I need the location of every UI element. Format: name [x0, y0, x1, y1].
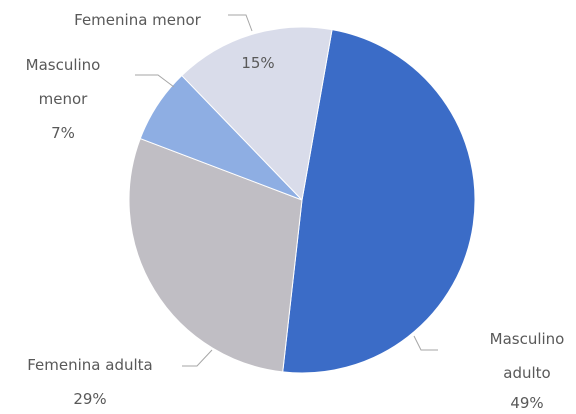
percent-label: 49%: [510, 394, 544, 412]
percent-label: 7%: [51, 124, 75, 142]
percent-label: 15%: [241, 54, 275, 72]
leader-line: [135, 74, 175, 88]
leader-line: [228, 14, 253, 32]
pie-slice: [282, 29, 476, 374]
category-label: Masculino adulto: [489, 330, 565, 382]
category-label: Femenina adulta: [27, 356, 153, 374]
category-label: Femenina menor: [74, 11, 201, 29]
percent-label: 29%: [73, 390, 107, 408]
leader-line: [413, 335, 438, 351]
pie-slice: [128, 137, 303, 373]
pie-slice: [181, 26, 333, 202]
leader-line: [182, 349, 213, 367]
category-label: Masculino menor: [25, 56, 101, 108]
